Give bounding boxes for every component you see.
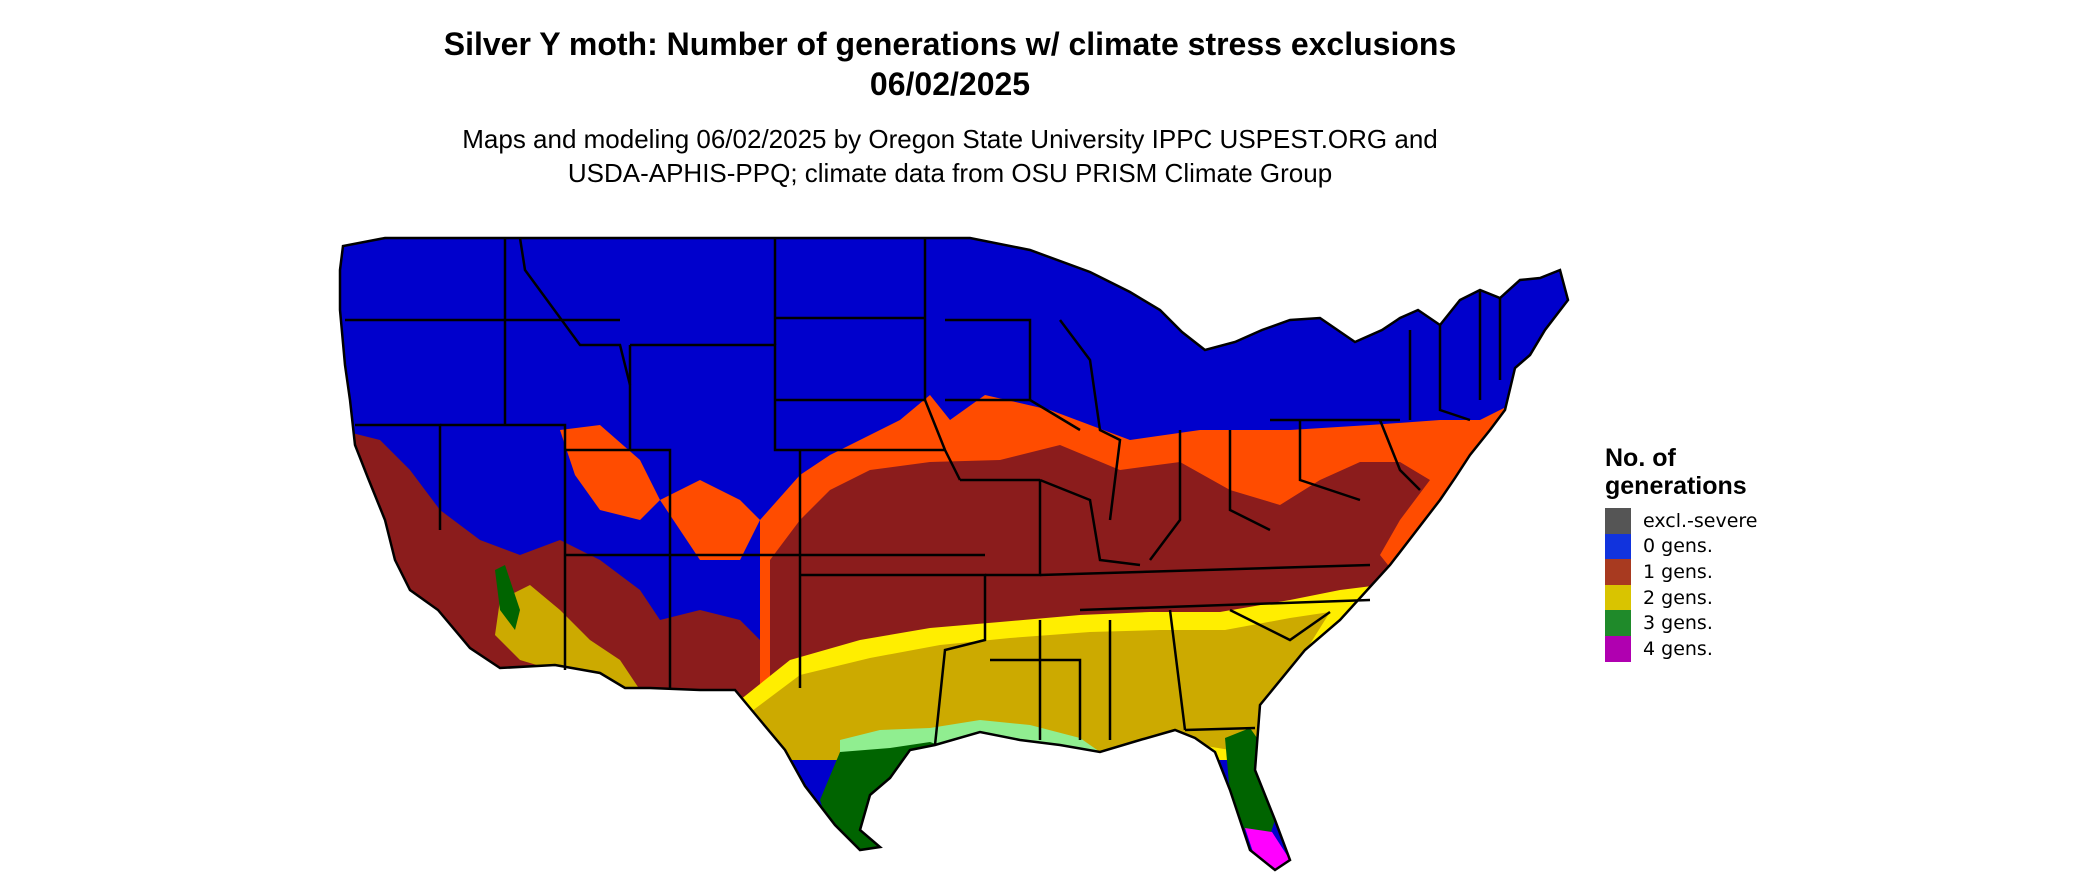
legend-label-excl-severe: excl.-severe — [1643, 509, 1758, 532]
legend-item-excl-severe: excl.-severe — [1605, 508, 1758, 534]
legend: No. of generations excl.-severe 0 gens. … — [1605, 444, 1758, 662]
legend-label-1-gens: 1 gens. — [1643, 560, 1713, 583]
legend-item-0-gens: 0 gens. — [1605, 533, 1758, 560]
region-4-gens-florida — [1245, 828, 1290, 870]
region-2-gens — [740, 612, 1330, 760]
legend-swatch-1-gens — [1605, 559, 1631, 585]
legend-swatch-excl-severe — [1605, 508, 1631, 534]
legend-item-3-gens: 3 gens. — [1605, 610, 1758, 636]
region-3-gens-southwest — [495, 565, 520, 630]
legend-title-line1: No. of — [1605, 444, 1676, 472]
map-subtitle: Maps and modeling 06/02/2025 by Oregon S… — [0, 122, 1900, 190]
legend-item-2-gens: 2 gens. — [1605, 584, 1758, 611]
map-subtitle-line1: Maps and modeling 06/02/2025 by Oregon S… — [462, 124, 1438, 154]
legend-swatch-3-gens — [1605, 610, 1631, 636]
legend-label-4-gens: 4 gens. — [1643, 637, 1713, 660]
map-subtitle-line2: USDA-APHIS-PPQ; climate data from OSU PR… — [567, 158, 1333, 188]
legend-item-1-gens: 1 gens. — [1605, 559, 1758, 585]
map-title-line1: Silver Y moth: Number of generations w/ … — [443, 26, 1457, 62]
legend-label-2-gens: 2 gens. — [1643, 586, 1713, 609]
legend-swatch-2-gens — [1605, 584, 1631, 611]
legend-item-4-gens: 4 gens. — [1605, 635, 1758, 662]
region-2-gens-southwest — [495, 585, 640, 690]
legend-title: No. of generations — [1605, 444, 1758, 500]
state-borders — [338, 236, 1570, 872]
region-3-gens-texas — [820, 742, 960, 860]
legend-title-line2: generations — [1605, 472, 1747, 500]
legend-swatch-4-gens — [1605, 635, 1631, 662]
map-date: 06/02/2025 — [869, 66, 1031, 102]
legend-label-3-gens: 3 gens. — [1643, 612, 1713, 635]
legend-label-0-gens: 0 gens. — [1643, 535, 1713, 558]
region-1-gens-co — [660, 480, 760, 560]
region-3-gens-florida — [1225, 728, 1275, 835]
map-title: Silver Y moth: Number of generations w/ … — [0, 24, 1900, 104]
legend-swatch-0-gens — [1605, 533, 1631, 560]
